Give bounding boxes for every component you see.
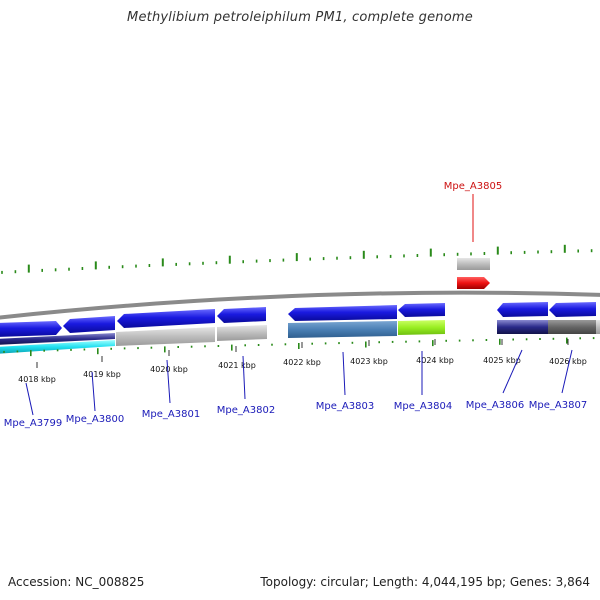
kbp-label: 4025 kbp bbox=[483, 356, 521, 365]
highlight-gene-group: Mpe_A3805 bbox=[444, 181, 502, 289]
gene-arrow bbox=[288, 305, 397, 321]
gene-leader-line bbox=[342, 351, 346, 396]
feature-bar-gray bbox=[596, 320, 600, 334]
gc-content-track-upper bbox=[1, 244, 593, 274]
accession-text: Accession: NC_008825 bbox=[8, 575, 145, 589]
feature-bar-gray bbox=[217, 325, 267, 341]
highlight-gene-gray-box bbox=[457, 258, 490, 270]
gene-label[interactable]: Mpe_A3806 bbox=[466, 400, 524, 411]
gene-labels: Mpe_A3799 Mpe_A3800 Mpe_A3801 Mpe_A3802 … bbox=[4, 349, 587, 429]
gene-label[interactable]: Mpe_A3803 bbox=[316, 401, 374, 412]
gene-label[interactable]: Mpe_A3799 bbox=[4, 418, 62, 429]
kbp-label: 4018 kbp bbox=[18, 375, 56, 384]
gene-leader-line bbox=[91, 371, 96, 412]
gene-leader-line bbox=[166, 359, 171, 404]
gene-arrow bbox=[398, 303, 445, 317]
gene-arrow bbox=[497, 302, 548, 317]
feature-bar-navy bbox=[497, 320, 548, 334]
map-title: Methylibium petroleiphilum PM1, complete… bbox=[127, 10, 473, 25]
gene-arrow bbox=[63, 316, 115, 333]
gene-leader-line bbox=[561, 349, 573, 394]
gene-track bbox=[0, 302, 600, 354]
feature-bar-steel bbox=[288, 321, 397, 338]
gene-label[interactable]: Mpe_A3804 bbox=[394, 401, 452, 412]
gene-leader-line bbox=[242, 355, 246, 400]
kbp-label: 4019 kbp bbox=[83, 370, 121, 379]
gc-content-track-lower bbox=[3, 337, 595, 357]
gene-leader-line bbox=[25, 382, 34, 416]
kbp-label: 4023 kbp bbox=[350, 357, 388, 366]
genome-summary-text: Topology: circular; Length: 4,044,195 bp… bbox=[260, 575, 590, 589]
kbp-label: 4020 kbp bbox=[150, 365, 188, 374]
kbp-label: 4024 kbp bbox=[416, 356, 454, 365]
gene-arrow bbox=[217, 307, 266, 323]
highlight-gene-red-arrow bbox=[457, 277, 490, 289]
highlight-gene-label: Mpe_A3805 bbox=[444, 181, 502, 192]
genome-backbone bbox=[0, 290, 600, 320]
gene-leader-line bbox=[502, 349, 523, 394]
gene-label[interactable]: Mpe_A3801 bbox=[142, 409, 200, 420]
gene-arrow bbox=[117, 309, 215, 328]
gene-arrow bbox=[549, 302, 596, 317]
gene-label[interactable]: Mpe_A3800 bbox=[66, 414, 124, 425]
kbp-label: 4021 kbp bbox=[218, 361, 256, 370]
kbp-label: 4026 kbp bbox=[549, 357, 587, 366]
feature-bar-gray bbox=[116, 327, 215, 346]
feature-bar-dark bbox=[548, 320, 596, 334]
gene-arrow bbox=[0, 321, 62, 337]
gene-label[interactable]: Mpe_A3802 bbox=[217, 405, 275, 416]
kbp-scale: 4018 kbp 4019 kbp 4020 kbp 4021 kbp 4022… bbox=[18, 339, 587, 384]
gene-label[interactable]: Mpe_A3807 bbox=[529, 400, 587, 411]
feature-bar-cyan bbox=[0, 340, 115, 354]
kbp-label: 4022 kbp bbox=[283, 358, 321, 367]
feature-bar-navy bbox=[0, 333, 115, 345]
feature-bar-lime bbox=[398, 320, 445, 335]
